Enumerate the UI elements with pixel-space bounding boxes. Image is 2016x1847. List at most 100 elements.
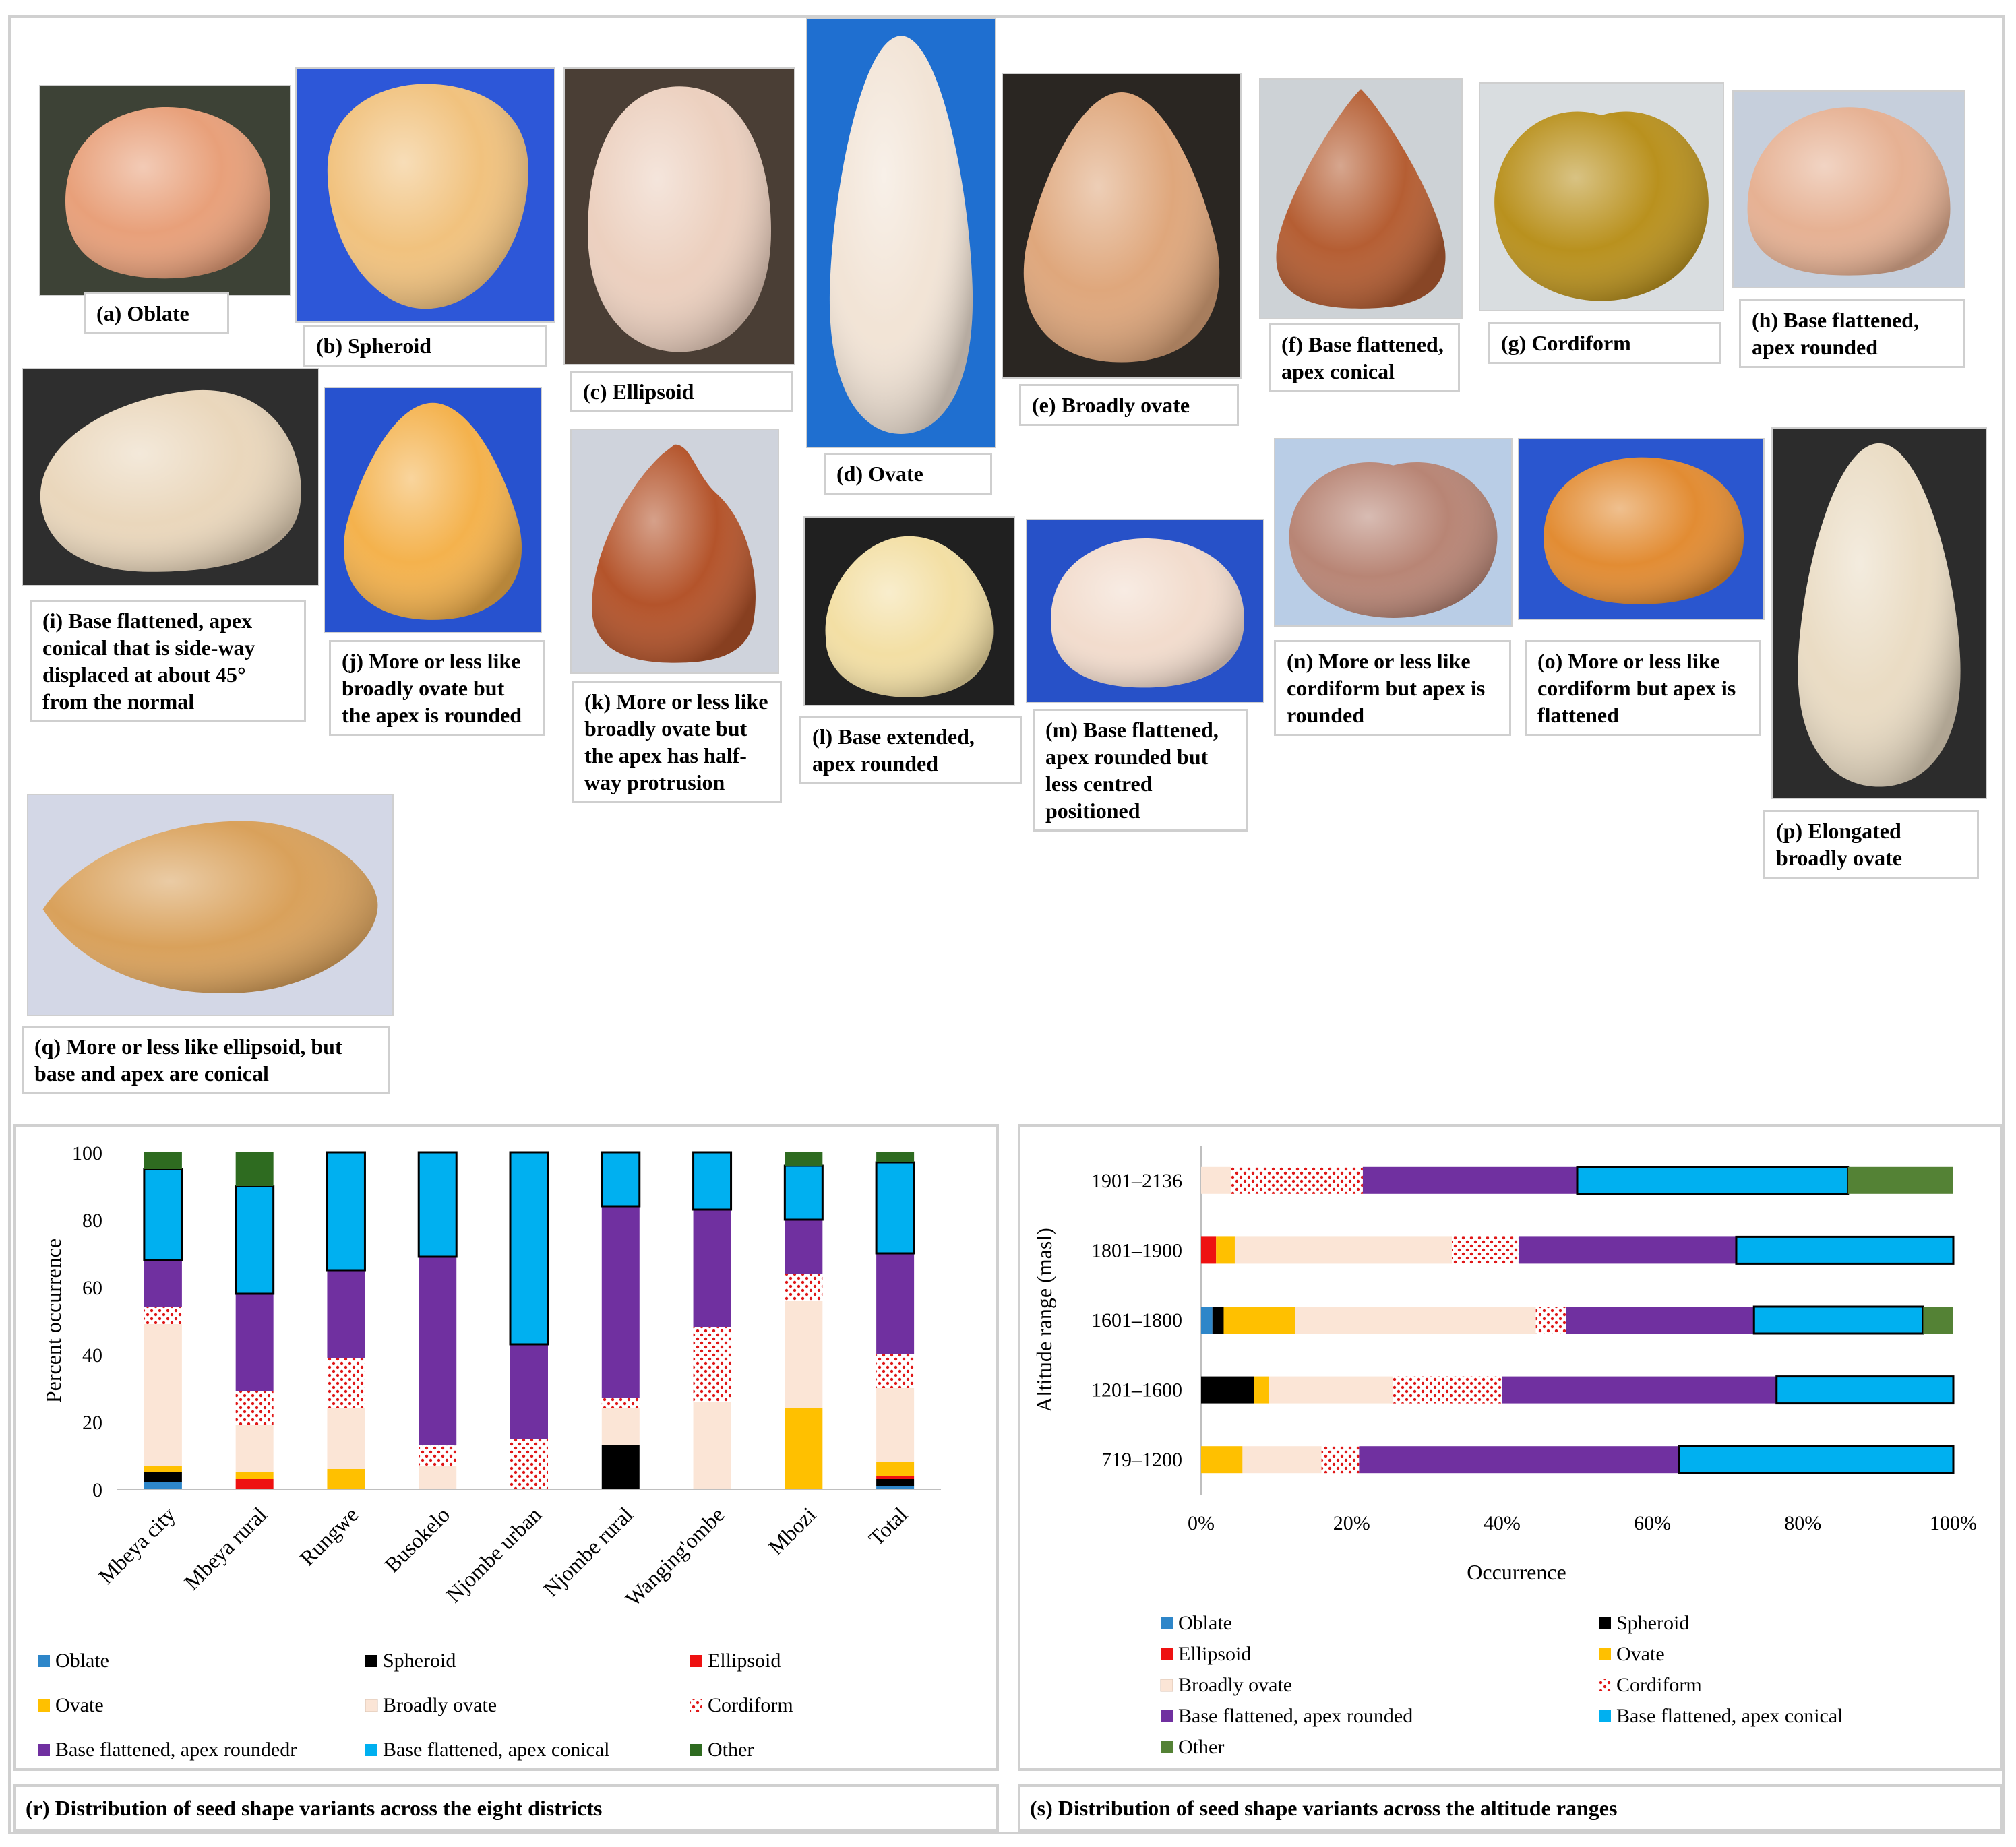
- legend-swatch: [1161, 1648, 1173, 1660]
- bar-ellipsoid: [1201, 1236, 1217, 1264]
- photo-p: [1771, 427, 1987, 799]
- bar-oblate: [876, 1486, 915, 1489]
- bar-spheroid: [876, 1479, 915, 1486]
- bar-base-flattened-apex-conical: [692, 1151, 733, 1211]
- bar-ellipsoid: [876, 1476, 915, 1479]
- bar-ovate: [144, 1466, 182, 1472]
- bar-cordiform: [1321, 1446, 1360, 1474]
- y-tick-label: 60: [82, 1277, 102, 1299]
- legend-label: Ovate: [1616, 1643, 1665, 1665]
- caption-k: (k) More or less like broadly ovate but …: [572, 681, 782, 803]
- legend-swatch: [38, 1744, 50, 1756]
- chart-s-panel: 0% 20% 40% 60% 80% 100% Occurrence Altitude ran…: [1018, 1124, 2003, 1771]
- caption-j: (j) More or less like broadly ovate but …: [329, 640, 545, 736]
- legend-swatch: [38, 1655, 50, 1667]
- caption-o: (o) More or less like cordiform but apex…: [1525, 640, 1761, 736]
- photo-e: [1002, 73, 1242, 379]
- y-tick-label: 1201–1600: [1091, 1379, 1182, 1402]
- legend-label: Base flattened, apex rounded: [1178, 1705, 1413, 1727]
- bar-base-flattened-apex-roundedr: [235, 1294, 274, 1391]
- photo-h: [1732, 90, 1965, 288]
- chart-r-panel: 0 20 40 60 80 100 Percent occurrence Mbeya city…: [13, 1124, 999, 1771]
- legend-swatch: [1161, 1617, 1173, 1629]
- y-tick-label: 1801–1900: [1091, 1239, 1182, 1261]
- seed-image: [588, 86, 771, 352]
- bar-cordiform: [1393, 1376, 1502, 1404]
- bar-base-flattened-apex-conical: [235, 1185, 275, 1295]
- bar-cordiform: [1231, 1166, 1363, 1194]
- bar-ovate: [327, 1469, 365, 1489]
- legend-label: Other: [708, 1739, 754, 1761]
- bar-ovate: [1254, 1376, 1269, 1404]
- caption-l: (l) Base extended, apex rounded: [799, 716, 1022, 784]
- bar-other: [144, 1152, 182, 1169]
- bar-ovate: [1201, 1446, 1243, 1474]
- bar-base-flattened-apex-rounded: [1359, 1446, 1679, 1474]
- chart-r: 0 20 40 60 80 100 Percent occurrence Mbeya city…: [38, 1142, 941, 1761]
- bar-broadly-ovate: [144, 1324, 182, 1466]
- bar-other: [876, 1152, 915, 1162]
- y-tick-label: 20: [82, 1412, 102, 1434]
- caption-d: (d) Ovate: [824, 453, 992, 495]
- photo-d: [806, 18, 996, 448]
- bar-base-flattened-apex-conical: [1576, 1166, 1850, 1195]
- bar-base-flattened-apex-conical: [417, 1151, 458, 1258]
- bar-broadly-ovate: [1295, 1307, 1536, 1334]
- photo-m: [1026, 519, 1264, 703]
- bar-base-flattened-apex-conical: [875, 1161, 915, 1255]
- seed-image: [1747, 107, 1951, 276]
- bar-base-flattened-apex-roundedr: [693, 1210, 731, 1327]
- legend-label: Other: [1178, 1736, 1224, 1758]
- x-tick-label: 0%: [1188, 1512, 1215, 1534]
- bar-base-flattened-apex-conical: [143, 1168, 183, 1261]
- photo-f: [1259, 78, 1463, 319]
- x-tick-label: Rungwe: [295, 1502, 363, 1570]
- legend-label: Ellipsoid: [1178, 1643, 1251, 1665]
- legend-label: Oblate: [55, 1650, 109, 1672]
- caption-p: (p) Elongated broadly ovate: [1763, 810, 1979, 879]
- y-tick-label: 719–1200: [1101, 1449, 1182, 1471]
- legend-swatch: [1599, 1648, 1611, 1660]
- photo-c: [563, 67, 795, 365]
- y-tick-label: 1901–2136: [1091, 1170, 1182, 1192]
- bar-ovate: [235, 1472, 274, 1479]
- x-tick-label: 60%: [1634, 1512, 1671, 1534]
- bar-base-flattened-apex-rounded: [1362, 1166, 1577, 1194]
- x-tick-label: Njombe urban: [441, 1502, 546, 1607]
- bar-cordiform: [876, 1354, 915, 1388]
- bar-spheroid: [601, 1445, 640, 1489]
- bar-base-flattened-apex-rounded: [1519, 1236, 1736, 1264]
- legend-swatch: [1599, 1679, 1611, 1691]
- bar-base-flattened-apex-conical: [1775, 1375, 1955, 1405]
- x-tick-label: 40%: [1484, 1512, 1521, 1534]
- bar-oblate: [144, 1482, 182, 1489]
- bar-base-flattened-apex-roundedr: [327, 1270, 365, 1358]
- caption-f: (f) Base flattened, apex conical: [1269, 323, 1460, 392]
- bar-base-flattened-apex-conical: [1678, 1445, 1955, 1474]
- bar-cordiform: [1452, 1236, 1519, 1264]
- y-tick-label: 0: [92, 1479, 102, 1501]
- bar-base-flattened-apex-conical: [601, 1151, 641, 1208]
- y-tick-label: 1601–1800: [1091, 1309, 1182, 1332]
- x-tick-label: Njombe rural: [539, 1502, 638, 1601]
- bar-broadly-ovate: [601, 1408, 640, 1445]
- photo-g: [1479, 82, 1724, 311]
- bar-cordiform: [601, 1398, 640, 1408]
- photo-j: [324, 387, 542, 633]
- bar-cordiform: [693, 1327, 731, 1402]
- caption-m: (m) Base flattened, apex rounded but les…: [1033, 709, 1248, 832]
- bar-other: [785, 1152, 823, 1166]
- bar-base-flattened-apex-conical: [1735, 1235, 1955, 1265]
- x-tick-label: Mbeya rural: [179, 1502, 272, 1594]
- seed-image: [40, 389, 301, 572]
- y-axis-label: Percent occurrence: [41, 1239, 65, 1403]
- bar-broadly-ovate: [1201, 1166, 1231, 1194]
- legend-swatch: [365, 1655, 377, 1667]
- bar-base-flattened-apex-conical: [509, 1151, 549, 1346]
- legend-label: Oblate: [1178, 1612, 1232, 1634]
- bar-ovate: [785, 1408, 823, 1489]
- x-axis-label: Occurrence: [1467, 1560, 1566, 1584]
- caption-b: (b) Spheroid: [303, 325, 547, 367]
- bar-base-flattened-apex-roundedr: [510, 1344, 548, 1439]
- bar-ellipsoid: [235, 1479, 274, 1489]
